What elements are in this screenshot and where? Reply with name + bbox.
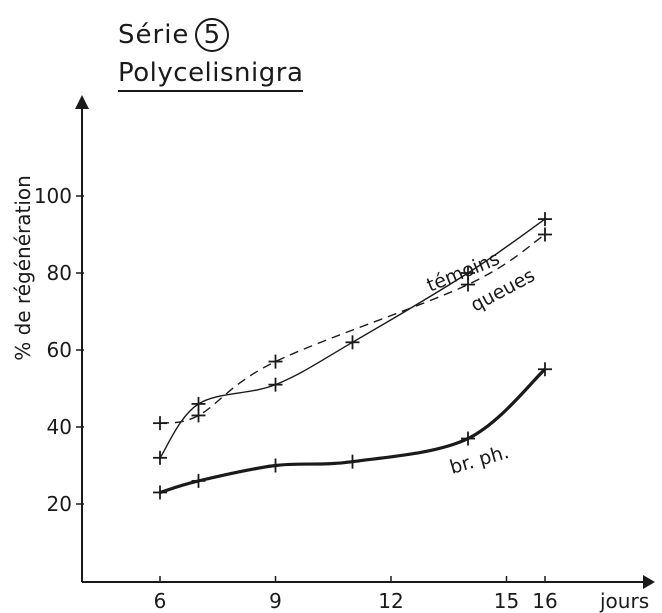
x-tick-label: 16 [532, 589, 557, 613]
series-label: br. ph. [447, 441, 511, 479]
title-prefix: Série [118, 20, 190, 50]
y-tick-label: 20 [47, 492, 72, 516]
y-tick-label: 80 [47, 261, 72, 285]
chart-subtitle: Polycelisnigra [118, 58, 304, 92]
data-point [268, 377, 283, 392]
x-tick-label: 6 [154, 589, 167, 613]
x-axis-label: jours [599, 589, 649, 613]
x-tick-label: 9 [269, 589, 282, 613]
data-point [461, 431, 475, 446]
data-point [191, 473, 206, 488]
data-point [538, 212, 552, 227]
chart-title: Série 5 [118, 18, 230, 52]
y-axis-label: % de régénération [11, 175, 35, 361]
data-point [191, 408, 206, 423]
data-point [268, 458, 283, 473]
series-number-badge: 5 [195, 18, 230, 52]
y-tick-label: 100 [34, 184, 72, 208]
x-axis-arrow [643, 575, 655, 589]
x-tick-label: 12 [378, 589, 403, 613]
data-point [461, 277, 475, 292]
x-tick-label: 15 [494, 589, 519, 613]
y-tick-label: 60 [47, 338, 72, 362]
data-point [153, 450, 167, 465]
series-line-1 [159, 233, 546, 424]
y-axis-arrow [75, 95, 89, 109]
y-tick-label: 40 [47, 415, 72, 439]
data-point [345, 335, 360, 350]
data-point [153, 416, 167, 431]
data-point [538, 362, 552, 377]
data-point [538, 227, 552, 242]
data-point [268, 354, 283, 369]
series-line-2 [159, 368, 547, 494]
data-point [345, 454, 360, 469]
data-point [153, 485, 167, 500]
